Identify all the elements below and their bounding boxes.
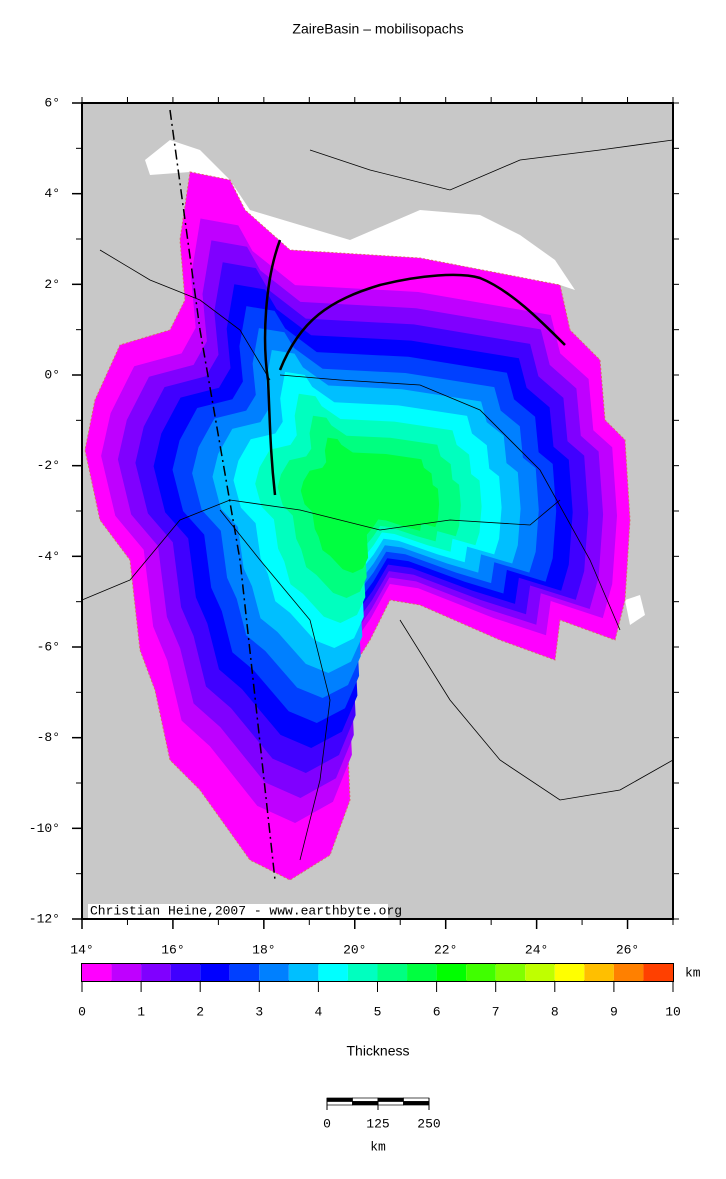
lon-tick-label: 20° [343, 942, 366, 957]
scalebar-segment [377, 1101, 404, 1106]
scalebar-segment [403, 1101, 430, 1106]
colorbar-tick-label: 7 [492, 1004, 500, 1019]
colorbar-label: Thickness [346, 1043, 409, 1059]
colorbar-swatch [318, 964, 348, 981]
lon-tick-label: 14° [70, 942, 93, 957]
scalebar-segment [403, 1097, 430, 1102]
colorbar-swatch [525, 964, 555, 981]
lon-tick-label: 18° [252, 942, 275, 957]
colorbar-tick-label: 8 [551, 1004, 559, 1019]
lat-tick-label: -2° [37, 458, 60, 473]
lat-tick-label: 2° [44, 277, 60, 292]
scalebar-unit: km [370, 1139, 386, 1154]
lat-tick-label: -4° [37, 549, 60, 564]
colorbar-swatch [584, 964, 614, 981]
river-congo [263, 239, 566, 496]
colorbar-swatch [259, 964, 289, 981]
scalebar-segment [352, 1097, 379, 1102]
border [309, 139, 674, 191]
lat-tick-label: 6° [44, 95, 60, 110]
lon-tick-label: 26° [616, 942, 639, 957]
colorbar-swatch [407, 964, 437, 981]
colorbar-swatch [466, 964, 496, 981]
lat-tick-label: -10° [29, 821, 60, 836]
colorbar-swatch [347, 964, 378, 981]
river [81, 499, 561, 601]
white-area [145, 140, 575, 290]
colorbar-tick-label: 3 [255, 1004, 263, 1019]
colorbar-swatch [141, 964, 171, 981]
colorbar-swatch [200, 964, 230, 981]
lat-tick-label: 4° [44, 186, 60, 201]
colorbar-swatch [229, 964, 260, 981]
colorbar-swatch [495, 964, 526, 981]
colorbar-swatch [111, 964, 142, 981]
scalebar-segment [377, 1097, 404, 1102]
rivers [81, 139, 674, 861]
colorbar-tick-label: 2 [196, 1004, 204, 1019]
colorbar-tick-label: 0 [78, 1004, 86, 1019]
river [219, 509, 331, 861]
colorbar-swatch [288, 964, 319, 981]
lon-tick-label: 16° [161, 942, 184, 957]
colorbar-swatch [643, 964, 673, 981]
border [99, 249, 271, 381]
lon-tick-label: 24° [525, 942, 548, 957]
colorbar-tick-label: 9 [610, 1004, 618, 1019]
title: ZaireBasin – mobilisopachs [292, 21, 463, 37]
colorbar-tick-label: 5 [374, 1004, 382, 1019]
colorbar-tick-label: 4 [314, 1004, 322, 1019]
credit: Christian Heine,2007 - www.earthbyte.org [90, 903, 402, 918]
colorbar-swatch [82, 964, 112, 981]
colorbar-tick-label: 10 [665, 1004, 681, 1019]
colorbar-tick-label: 6 [433, 1004, 441, 1019]
scalebar-tick-label: 125 [366, 1116, 389, 1131]
river [279, 374, 621, 631]
white-area [625, 595, 645, 625]
lat-tick-label: -6° [37, 639, 60, 654]
colorbar-swatch [170, 964, 201, 981]
isopach-band [300, 437, 440, 573]
credit-box [88, 904, 388, 918]
lat-tick-label: -12° [29, 911, 60, 926]
colorbar-swatch [436, 964, 467, 981]
colorbar-swatch [554, 964, 585, 981]
scalebar-segment [326, 1101, 353, 1106]
scalebar-tick-label: 0 [323, 1116, 331, 1131]
scalebar-tick-label: 250 [417, 1116, 440, 1131]
colorbar-tick-label: 1 [137, 1004, 145, 1019]
scalebar-segment [352, 1101, 379, 1106]
colorbar-swatch [613, 964, 644, 981]
lat-tick-label: 0° [44, 367, 60, 382]
border [399, 619, 674, 801]
lon-tick-label: 22° [434, 942, 457, 957]
colorbar-unit: km [685, 965, 701, 980]
scalebar-segment [326, 1097, 353, 1102]
colorbar-swatch [377, 964, 408, 981]
lat-tick-label: -8° [37, 730, 60, 745]
